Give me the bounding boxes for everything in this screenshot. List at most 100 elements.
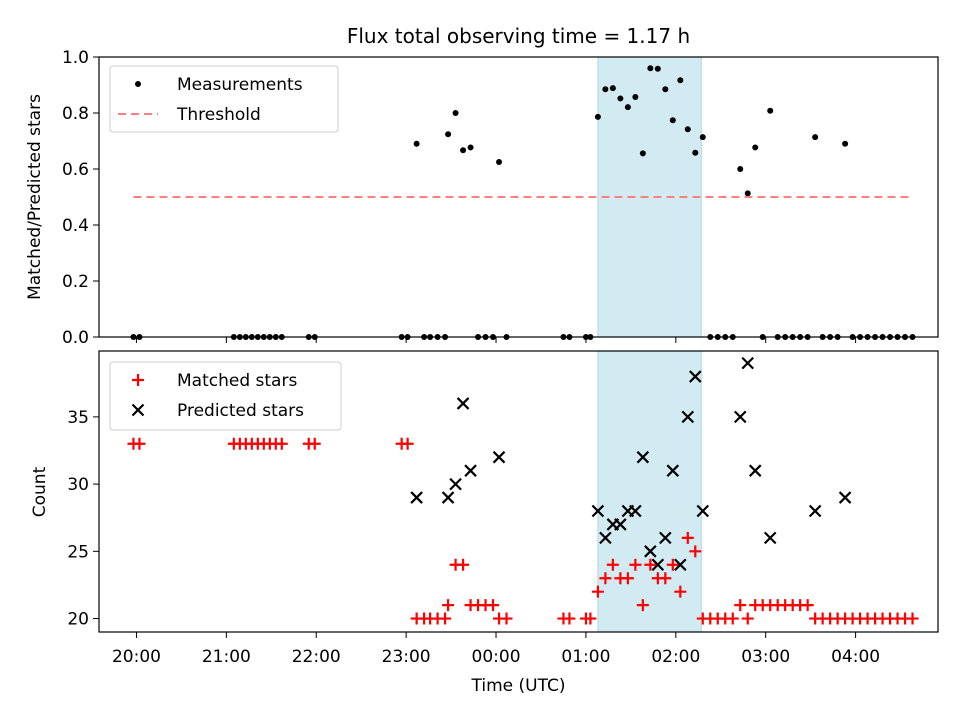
y-tick-label: 25	[67, 542, 89, 562]
measurement-point	[842, 140, 849, 147]
measurement-point	[639, 150, 646, 157]
highlight-band	[597, 350, 702, 633]
measurement-point	[460, 147, 467, 154]
x-tick-label: 20:00	[112, 647, 161, 667]
predicted-star-point	[651, 558, 665, 572]
predicted-star-point	[689, 370, 702, 383]
x-tick-label: 22:00	[292, 647, 341, 667]
predicted-star-point	[666, 464, 680, 477]
measurement-point	[767, 107, 774, 114]
predicted-star-point	[674, 558, 687, 572]
y-tick-label: 35	[67, 408, 89, 428]
predicted-star-point	[410, 491, 423, 504]
top-legend: Measurements Threshold	[109, 65, 339, 133]
matched-star-point	[629, 558, 642, 571]
highlight-band-bottom	[597, 350, 702, 633]
matched-star-point	[563, 612, 576, 625]
chart-title: Flux total observing time = 1.17 h	[347, 24, 690, 48]
measurement-point	[632, 94, 639, 101]
predicted-star-point	[464, 464, 477, 477]
matched-star-point	[681, 531, 694, 544]
predicted-star-point	[681, 410, 695, 424]
top-panel: Flux total observing time = 1.17 h 0.00.…	[25, 24, 939, 348]
measurement-point	[692, 149, 699, 156]
top-y-axis-label: Matched/Predicted stars	[25, 94, 45, 300]
x-tick-label: 21:00	[202, 647, 251, 667]
matched-star-point	[487, 599, 500, 612]
matched-star-point	[689, 545, 702, 558]
matched-star-point	[659, 572, 672, 585]
predicted-star-point	[456, 397, 470, 410]
predicted-star-point	[659, 531, 672, 545]
predicted-star-point	[599, 531, 612, 545]
y-tick-label: 20	[67, 610, 89, 630]
bottom-marks	[127, 356, 919, 625]
matched-star-point	[674, 585, 687, 598]
x-tick-label: 02:00	[651, 647, 700, 667]
measurement-point	[624, 104, 631, 111]
matched-star-point	[584, 612, 597, 625]
predicted-star-point	[733, 410, 747, 424]
x-tick-label: 00:00	[472, 647, 521, 667]
measurement-point	[669, 117, 676, 124]
legend-swatch	[132, 374, 144, 386]
measurement-point	[662, 86, 669, 93]
matched-star-point	[442, 599, 455, 612]
x-tick-label: 03:00	[741, 647, 790, 667]
measurement-point	[467, 144, 474, 151]
measurement-point	[737, 166, 744, 172]
predicted-star-point	[629, 504, 642, 518]
y-tick-label: 0.2	[62, 272, 89, 292]
predicted-star-point	[696, 504, 710, 518]
measurement-point	[445, 131, 452, 138]
measurement-point	[413, 140, 420, 147]
predicted-star-point	[748, 464, 762, 477]
measurement-point	[677, 77, 684, 84]
bottom-plot-frame	[98, 350, 939, 633]
legend-box	[109, 361, 342, 431]
matched-star-point	[500, 612, 513, 625]
bottom-y-axis-label: Count	[30, 466, 50, 517]
measurement-point	[752, 144, 759, 151]
matched-star-point	[666, 558, 679, 571]
predicted-star-point	[449, 477, 462, 491]
matched-star-point	[906, 612, 919, 625]
matched-star-point	[741, 612, 754, 625]
measurement-point	[496, 159, 503, 165]
predicted-star-point	[741, 356, 755, 370]
y-tick-label: 0.8	[62, 104, 89, 124]
predicted-star-point	[441, 491, 455, 504]
predicted-star-point	[636, 450, 650, 464]
bottom-panel: 20 25 30 35 20:00 21:00 22:00 23:00 00:00 01:00 0…	[30, 350, 939, 696]
x-axis-label: Time (UTC)	[471, 676, 566, 696]
legend-label: Predicted stars	[177, 401, 304, 421]
matched-star-point	[439, 612, 452, 625]
legend-box	[109, 65, 339, 133]
legend-label: Matched stars	[177, 371, 297, 391]
x-tick-label: 23:00	[382, 647, 431, 667]
predicted-star-point	[763, 531, 777, 545]
matched-star-point	[591, 585, 604, 598]
matched-star-point	[133, 437, 146, 450]
predicted-star-point	[614, 518, 627, 531]
matched-star-point	[457, 558, 470, 571]
measurement-point	[684, 126, 691, 133]
measurement-point	[594, 113, 601, 120]
y-tick-label: 0.6	[62, 160, 89, 180]
top-plot-frame	[98, 56, 939, 338]
matched-star-point	[606, 558, 619, 571]
predicted-star-point	[492, 450, 506, 464]
matched-star-point	[734, 599, 747, 612]
legend-swatch	[135, 81, 141, 87]
matched-star-point	[644, 558, 657, 571]
predicted-star-point	[644, 545, 657, 558]
matched-star-point	[401, 437, 414, 450]
measurement-point	[812, 134, 819, 141]
y-tick-label: 1.0	[62, 48, 89, 68]
y-tick-label: 30	[67, 475, 89, 495]
x-tick-label: 04:00	[831, 647, 880, 667]
measurement-point	[617, 95, 624, 102]
predicted-star-point	[591, 504, 605, 518]
measurement-point	[699, 134, 706, 141]
measurement-point	[609, 85, 616, 92]
